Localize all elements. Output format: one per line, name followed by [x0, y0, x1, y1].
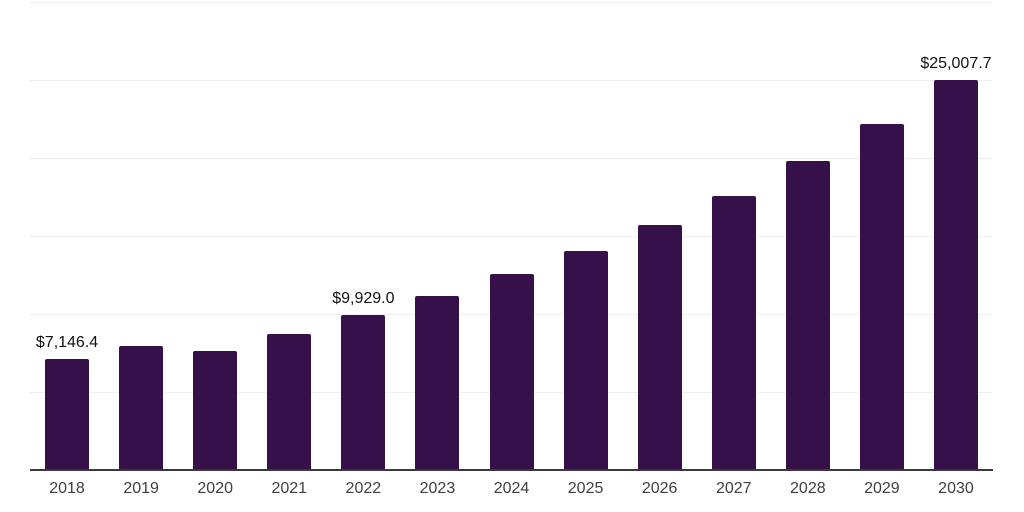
- x-axis-line: [30, 469, 993, 471]
- bar-group-2026: [623, 2, 697, 470]
- bar-2027: [711, 196, 756, 470]
- bar-group-2028: [771, 2, 845, 470]
- bar-2024: [489, 274, 534, 470]
- x-axis-label-2018: 2018: [49, 480, 85, 497]
- bar-group-2024: [474, 2, 548, 470]
- x-axis-labels: 2018 2019 2020 2021 2022 2023 2024 2025 2026 2027…: [30, 480, 993, 498]
- bar-2022: [341, 315, 386, 470]
- bar-group-2029: [845, 2, 919, 470]
- x-axis-label-2019: 2019: [123, 480, 159, 497]
- x-axis-label-2025: 2025: [567, 480, 604, 497]
- bar-group-2020: [178, 2, 252, 470]
- x-axis-label-2021: 2021: [271, 480, 308, 497]
- bar-2029: [859, 123, 904, 470]
- bar-value-label-2022: $9,929.0: [332, 290, 395, 308]
- x-axis-label-2028: 2028: [790, 480, 826, 497]
- bar-2020: [193, 351, 238, 470]
- bar-2021: [267, 334, 312, 470]
- gridline: [30, 80, 993, 81]
- x-axis-label-2030: 2030: [938, 480, 974, 497]
- bar-group-2027: [697, 2, 771, 470]
- x-axis-label-2023: 2023: [419, 480, 456, 497]
- x-axis-label-2022: 2022: [345, 480, 382, 497]
- bar-group-2021: [252, 2, 326, 470]
- bar-2023: [415, 296, 460, 470]
- gridline: [30, 2, 993, 3]
- bar-group-2019: [104, 2, 178, 470]
- bar-value-label-2030: $25,007.7: [920, 54, 992, 72]
- bar-2019: [119, 345, 164, 470]
- bar-value-label-2018: $7,146.4: [35, 333, 99, 351]
- bar-group-2025: [549, 2, 623, 470]
- bar-group-2018: $7,146.4: [30, 2, 104, 470]
- bar-2026: [637, 225, 682, 470]
- bar-2028: [785, 161, 830, 470]
- x-axis-label-2024: 2024: [493, 480, 530, 497]
- gridline: [30, 158, 993, 159]
- x-axis-label-2026: 2026: [641, 480, 678, 497]
- bar-2030: [933, 79, 978, 470]
- bar-2018: [45, 358, 90, 470]
- x-axis-label-2020: 2020: [197, 480, 233, 497]
- bars-container: $7,146.4 $9,929.0 $25,007.7: [30, 2, 993, 470]
- bar-group-2022: $9,929.0: [326, 2, 400, 470]
- x-axis-label-2029: 2029: [864, 480, 900, 497]
- bar-group-2030: $25,007.7: [919, 2, 993, 470]
- plot-area: $7,146.4 $9,929.0 $25,007.7: [30, 2, 993, 471]
- bar-2025: [563, 250, 608, 470]
- bar-group-2023: [400, 2, 474, 470]
- x-axis-label-2027: 2027: [715, 480, 752, 497]
- gridline: [30, 236, 993, 237]
